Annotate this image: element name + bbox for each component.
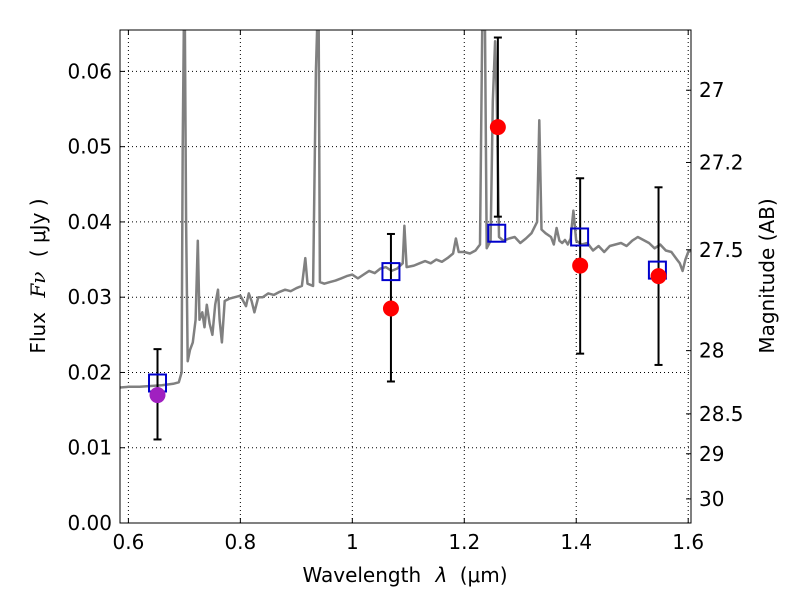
right-tick-label: 29 — [699, 442, 724, 466]
y-axis-label-unit: ( μJy ) — [26, 198, 50, 257]
x-tick-label: 1.2 — [448, 530, 480, 554]
x-tick-label: 0.6 — [112, 530, 144, 554]
x-axis-label: Wavelength λ (μm) — [302, 563, 507, 587]
model-spectrum — [120, 30, 691, 389]
y-tick-label: 0.02 — [67, 360, 112, 384]
observed-point — [489, 119, 506, 136]
right-tick-label: 27 — [699, 78, 724, 102]
observed-point — [572, 257, 589, 274]
x-axis-label-prefix: Wavelength — [302, 563, 421, 587]
y-axis-label-var: Fν — [26, 272, 50, 299]
observed-points — [149, 119, 667, 404]
model-photometry-squares — [148, 223, 667, 393]
x-tick-label: 1.6 — [672, 530, 704, 554]
spectrum-line — [120, 30, 691, 389]
y-tick-label: 0.03 — [67, 285, 112, 309]
y-tick-label: 0.00 — [67, 511, 112, 535]
y-tick-label: 0.01 — [67, 436, 112, 460]
model-photometry-square — [570, 227, 590, 247]
observed-point — [149, 387, 166, 404]
right-tick-label: 27.5 — [699, 238, 744, 262]
y-tick-label: 0.04 — [67, 210, 112, 234]
y-tick-label: 0.06 — [67, 59, 112, 83]
y-tick-label: 0.05 — [67, 135, 112, 159]
x-tick-label: 1.4 — [560, 530, 592, 554]
model-photometry-square — [487, 223, 507, 243]
observed-point — [650, 268, 667, 285]
x-tick-label: 0.8 — [224, 530, 256, 554]
right-tick-label: 30 — [699, 487, 724, 511]
model-photometry-square — [381, 262, 401, 282]
x-axis-label-unit: (μm) — [460, 563, 508, 587]
grid-lines — [120, 30, 691, 524]
right-tick-label: 28 — [699, 339, 724, 363]
right-tick-label: 27.2 — [699, 150, 744, 174]
axis-ticks: 0.6 0.8 1 1.2 1.4 1.6 0.00 0.01 0.02 0.03 0.04 0.05… — [67, 30, 744, 554]
x-tick-label: 1 — [346, 530, 359, 554]
error-bars — [153, 36, 663, 441]
x-axis-label-var: λ — [435, 563, 448, 587]
right-tick-label: 28.5 — [699, 402, 744, 426]
right-axis-label: Magnitude (AB) — [755, 198, 779, 353]
y-axis-label-prefix: Flux — [26, 312, 50, 354]
y-axis-label: Flux Fν ( μJy ) — [26, 198, 50, 353]
plot-frame — [119, 29, 692, 524]
observed-point — [382, 300, 399, 317]
